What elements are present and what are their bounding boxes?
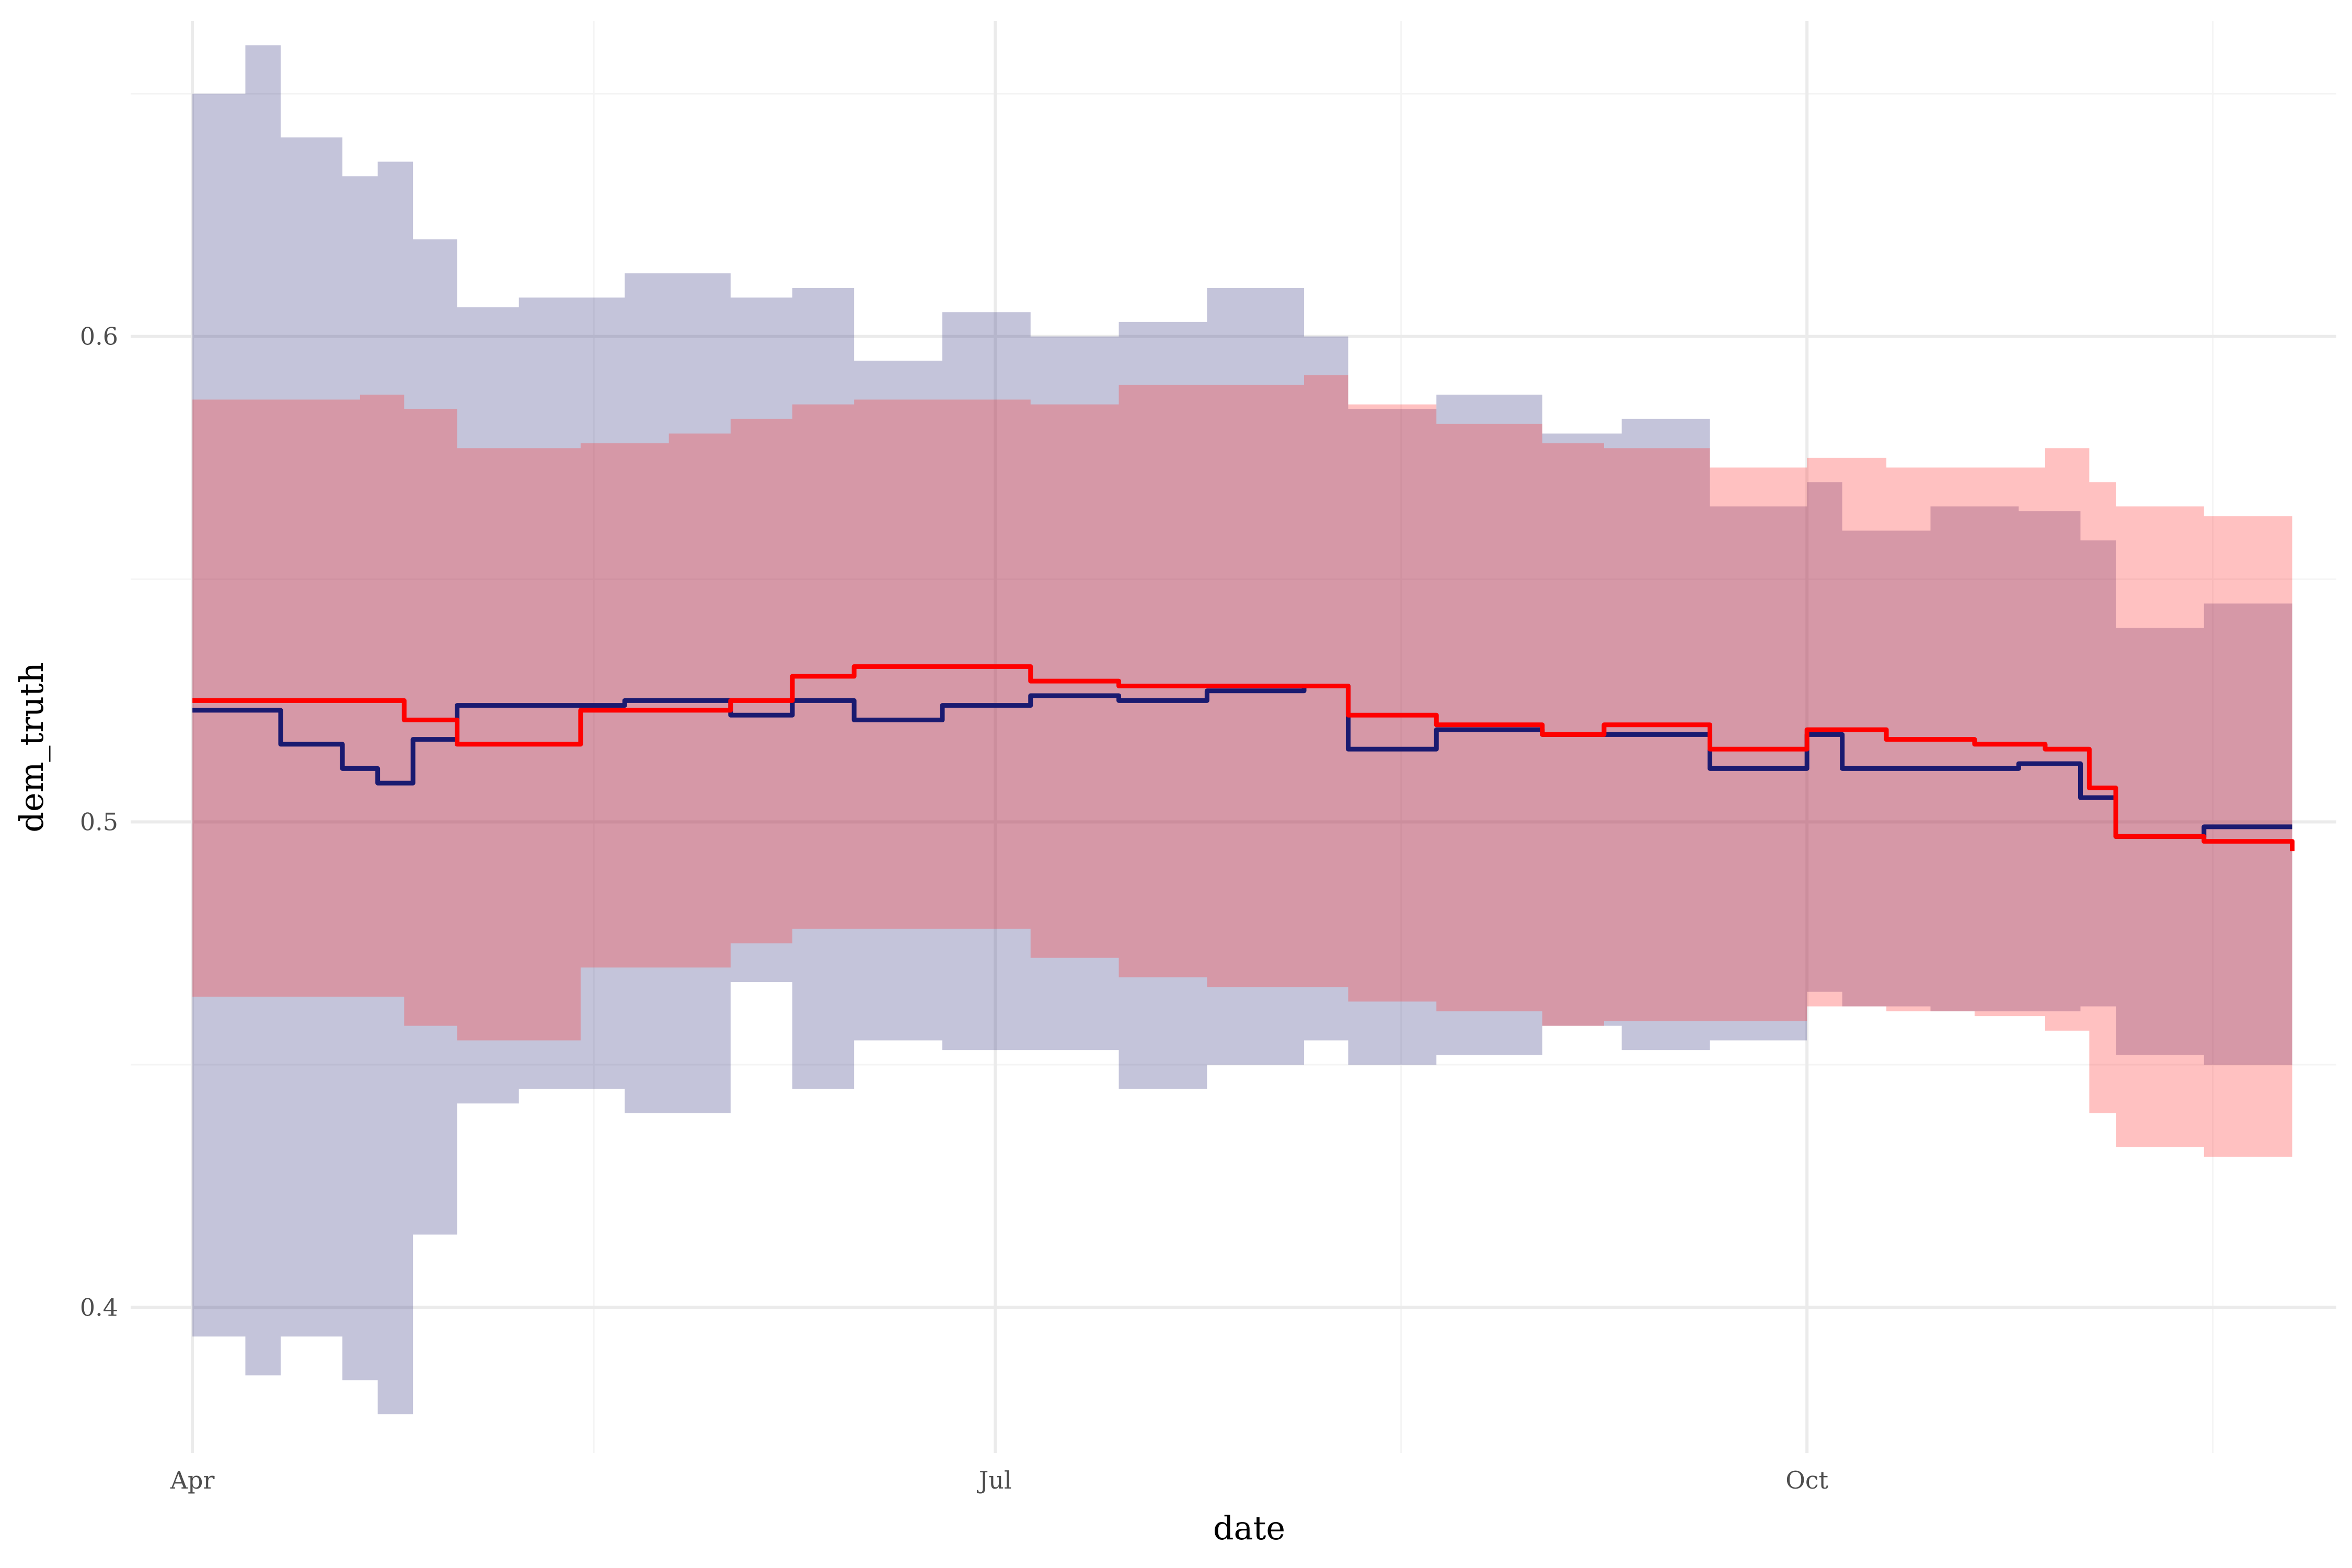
confidence-band-1 <box>192 375 2292 1167</box>
series-lines <box>192 664 2295 851</box>
confidence-band-0 <box>192 45 2292 1414</box>
y-tick-label: 0.6 <box>80 322 118 351</box>
x-tick-label: Apr <box>170 1466 215 1494</box>
x-axis-ticks: Apr Jul Oct <box>170 1466 1829 1494</box>
series-line-1 <box>192 664 2295 851</box>
confidence-bands <box>192 45 2292 1414</box>
y-tick-label: 0.4 <box>80 1293 118 1321</box>
y-axis-ticks: 0.4 0.5 0.6 <box>80 322 118 1322</box>
series-line-0 <box>192 683 2292 839</box>
x-tick-label: Jul <box>977 1466 1012 1494</box>
minor-gridlines <box>131 21 2336 1453</box>
y-axis-title: dem_truth <box>13 662 51 833</box>
major-gridlines <box>131 21 2336 1453</box>
x-tick-label: Oct <box>1785 1466 1828 1494</box>
y-tick-label: 0.5 <box>80 808 118 836</box>
x-axis-title: date <box>1213 1509 1285 1547</box>
